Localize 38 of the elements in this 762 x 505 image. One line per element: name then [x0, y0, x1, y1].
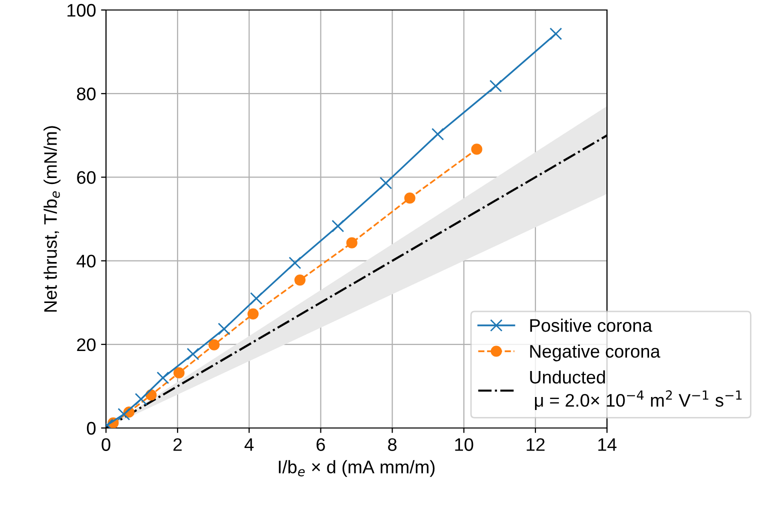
point: [250, 292, 263, 305]
x-tick-label: 8: [388, 438, 397, 451]
point: [118, 408, 130, 420]
point: [404, 192, 416, 204]
point: [288, 256, 302, 270]
y-tick-label: 80: [76, 88, 96, 100]
legend-label: Negative corona: [530, 344, 660, 362]
x-tick-label: 2: [173, 438, 182, 451]
x-tick-label: 12: [526, 438, 545, 451]
text: Unducted μ = 2.0× 10$^{−4}$ m$^{2}$ V$^{−1}$ s$^{−1}$: [530, 370, 742, 410]
point: [431, 128, 444, 140]
point: [248, 308, 259, 320]
y-tick-label: 60: [77, 171, 96, 184]
x-tick-label: 4: [244, 438, 254, 451]
point: [218, 322, 230, 336]
point: [489, 80, 502, 92]
y-tick-label: 40: [76, 254, 96, 268]
point: [156, 372, 170, 384]
point: [134, 392, 148, 406]
x-tick-label: 0: [102, 438, 110, 451]
point: [294, 274, 306, 286]
point: [186, 348, 200, 360]
point: [346, 237, 358, 248]
point: [471, 144, 482, 155]
x-tick-label: 10: [455, 438, 474, 451]
legend-label: Positive corona: [530, 318, 652, 332]
x-axis-title: I/b$_{e}$ × d (mA mm/m): [278, 460, 435, 477]
point: [208, 339, 220, 350]
y-tick-label: 0: [86, 422, 96, 435]
y-axis-title: Net thrust, T/b$_{e}$ (mN/m): [44, 126, 60, 312]
point: [173, 367, 185, 378]
point: [550, 28, 562, 40]
y-tick-label: 20: [77, 338, 96, 352]
x-tick-label: 14: [598, 438, 617, 451]
point: [332, 220, 344, 232]
point: [380, 176, 392, 190]
y-tick-label: 100: [68, 4, 96, 17]
x-tick-label: 6: [316, 438, 325, 451]
